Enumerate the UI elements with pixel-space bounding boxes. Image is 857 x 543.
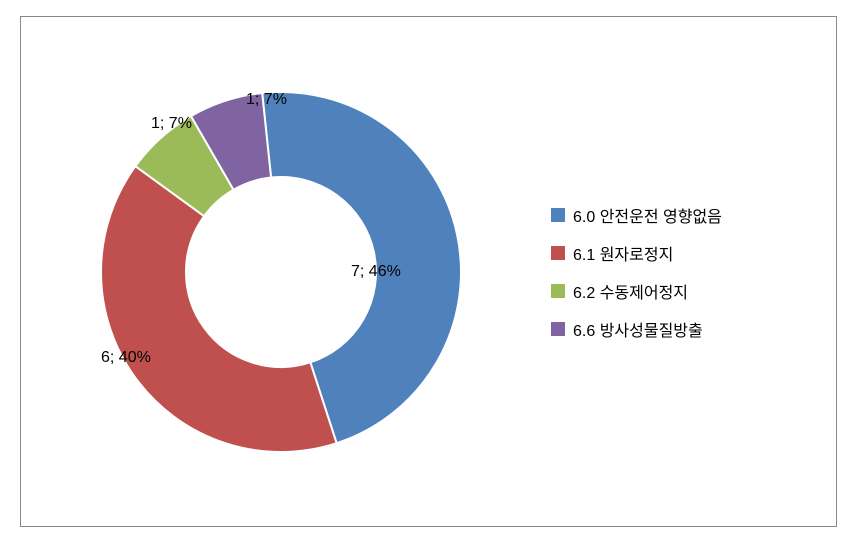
donut-chart: 7; 46% 6; 40% 1; 7% 1; 7% — [21, 17, 541, 526]
legend-item-0: 6.0 안전운전 영향없음 — [551, 203, 816, 227]
legend-item-3: 6.6 방사성물질방출 — [551, 317, 816, 341]
legend-item-1: 6.1 원자로정지 — [551, 241, 816, 265]
legend-label-1: 6.1 원자로정지 — [573, 241, 673, 265]
legend-label-0: 6.0 안전운전 영향없음 — [573, 203, 722, 227]
chart-frame: 7; 46% 6; 40% 1; 7% 1; 7% 6.0 안전운전 영향없음 … — [20, 16, 837, 527]
legend-item-2: 6.2 수동제어정지 — [551, 279, 816, 303]
legend-swatch-2 — [551, 284, 565, 298]
legend: 6.0 안전운전 영향없음 6.1 원자로정지 6.2 수동제어정지 6.6 방… — [541, 189, 836, 355]
slice-label-2: 1; 7% — [151, 115, 192, 133]
donut-slice — [101, 166, 337, 452]
legend-swatch-0 — [551, 208, 565, 222]
slice-label-0: 7; 46% — [351, 263, 401, 281]
legend-swatch-1 — [551, 246, 565, 260]
chart-outer-frame: 7; 46% 6; 40% 1; 7% 1; 7% 6.0 안전운전 영향없음 … — [0, 0, 857, 543]
legend-label-2: 6.2 수동제어정지 — [573, 279, 688, 303]
legend-label-3: 6.6 방사성물질방출 — [573, 317, 703, 341]
slice-label-3: 1; 7% — [246, 91, 287, 109]
slice-label-1: 6; 40% — [101, 349, 151, 367]
legend-swatch-3 — [551, 322, 565, 336]
